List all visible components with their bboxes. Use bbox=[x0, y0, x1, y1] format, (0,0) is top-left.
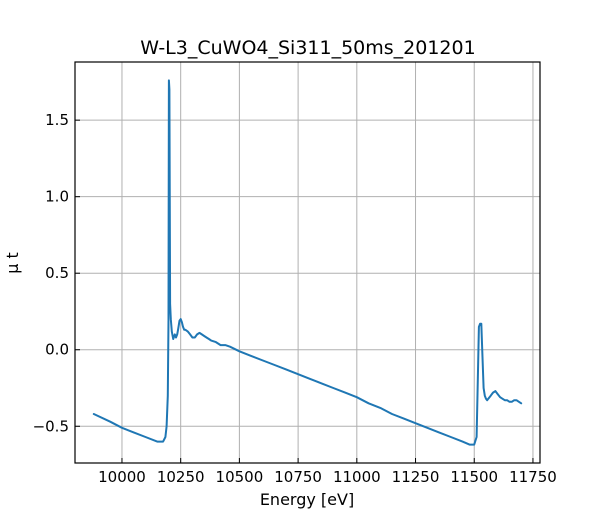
x-tick-label: 10750 bbox=[274, 468, 322, 486]
x-tick-label: 11500 bbox=[450, 468, 498, 486]
y-axis: −0.5 0.0 0.5 1.0 1.5 bbox=[33, 111, 80, 435]
y-tick-label: 1.0 bbox=[45, 188, 69, 206]
series-line bbox=[92, 79, 523, 446]
x-axis-label: Energy [eV] bbox=[260, 490, 354, 509]
x-tick-label: 10500 bbox=[216, 468, 264, 486]
y-tick-label: 1.5 bbox=[45, 111, 69, 129]
x-tick-label: 11250 bbox=[392, 468, 440, 486]
y-tick-label: −0.5 bbox=[33, 417, 69, 435]
chart-title: W-L3_CuWO4_Si311_50ms_201201 bbox=[140, 37, 475, 59]
y-axis-label: μ t bbox=[3, 252, 22, 274]
x-tick-label: 11750 bbox=[509, 468, 557, 486]
plot-frame bbox=[74, 61, 541, 464]
grid bbox=[75, 62, 540, 463]
y-tick-label: 0.5 bbox=[45, 264, 69, 282]
y-tick-label: 0.0 bbox=[45, 341, 69, 359]
x-tick-label: 10000 bbox=[98, 468, 146, 486]
x-axis: 10000 10250 10500 10750 11000 11250 11500 11750 bbox=[98, 458, 557, 486]
x-tick-label: 10250 bbox=[157, 468, 205, 486]
x-tick-label: 11000 bbox=[333, 468, 381, 486]
series-layer bbox=[92, 79, 523, 446]
